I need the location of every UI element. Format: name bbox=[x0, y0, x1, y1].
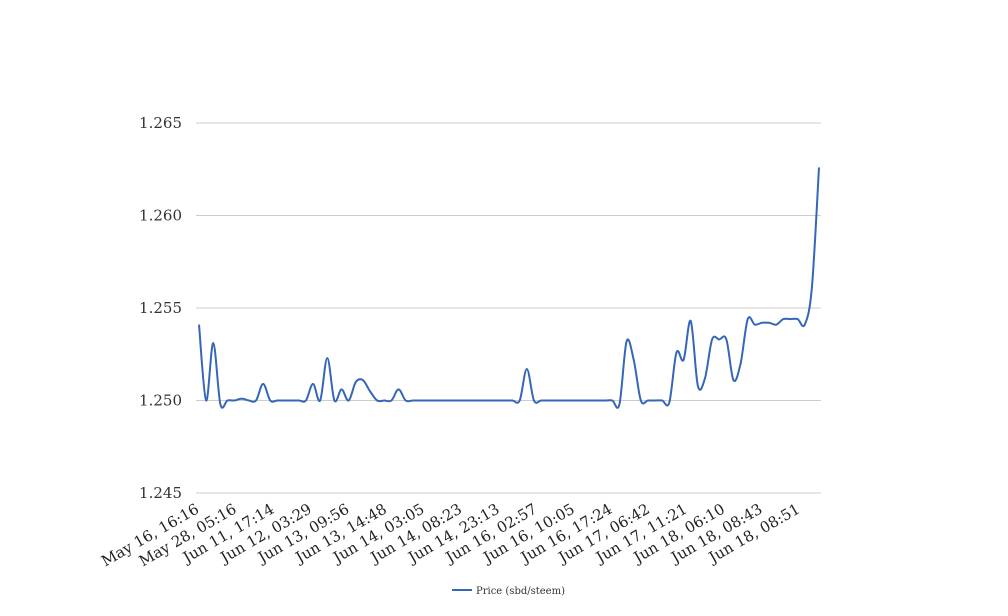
y-tick-label: 1.255 bbox=[139, 299, 182, 317]
legend-label-price: Price (sbd/steem) bbox=[476, 586, 565, 597]
y-tick-label: 1.265 bbox=[139, 114, 182, 132]
gridlines bbox=[196, 122, 821, 494]
y-tick-label: 1.245 bbox=[139, 484, 182, 502]
y-tick-label: 1.250 bbox=[139, 392, 182, 410]
series-line-price bbox=[198, 167, 820, 409]
legend[interactable]: Price (sbd/steem) bbox=[452, 586, 565, 597]
series-layer bbox=[198, 167, 820, 409]
y-tick-label: 1.260 bbox=[139, 207, 182, 225]
y-axis-tick-labels: 1.245 1.250 1.255 1.260 1.265 bbox=[139, 114, 182, 502]
